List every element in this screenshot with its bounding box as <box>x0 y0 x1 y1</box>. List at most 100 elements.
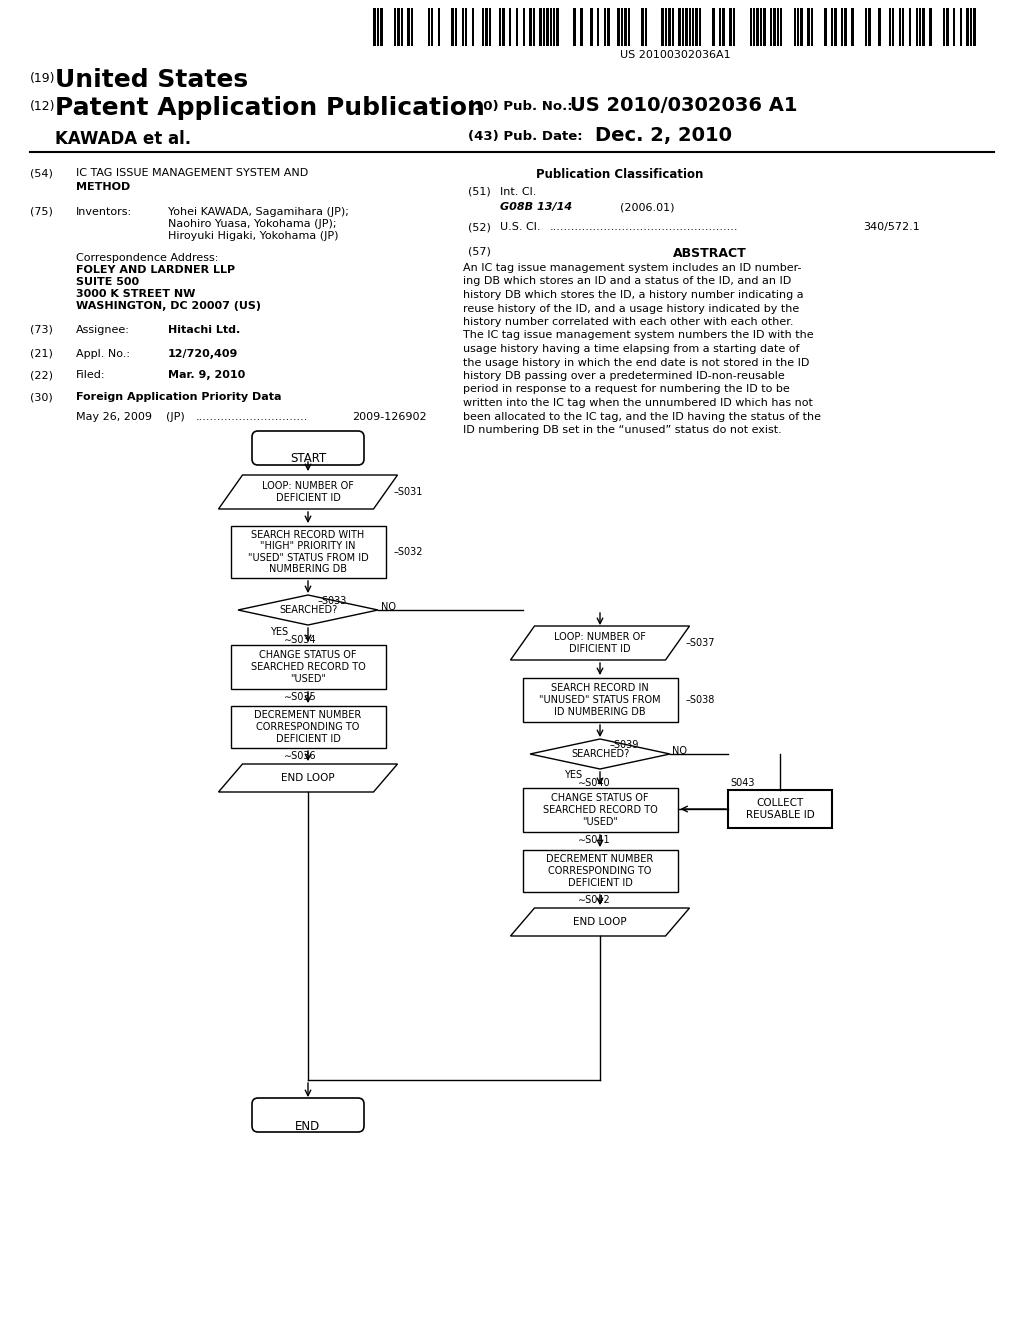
Text: (57): (57) <box>468 247 490 257</box>
Text: (30): (30) <box>30 392 53 403</box>
Bar <box>374 8 376 46</box>
Text: history number correlated with each other with each other.: history number correlated with each othe… <box>463 317 794 327</box>
Bar <box>230 706 385 748</box>
Bar <box>698 8 701 46</box>
Bar <box>522 850 678 892</box>
Bar <box>841 8 844 46</box>
Bar <box>408 8 410 46</box>
Bar <box>662 8 664 46</box>
Text: FOLEY AND LARDNER LLP: FOLEY AND LARDNER LLP <box>76 265 236 275</box>
Bar <box>553 8 555 46</box>
Bar <box>770 8 772 46</box>
Bar <box>946 8 948 46</box>
Text: the usage history in which the end date is not stored in the ID: the usage history in which the end date … <box>463 358 809 367</box>
Text: been allocated to the IC tag, and the ID having the status of the: been allocated to the IC tag, and the ID… <box>463 412 821 421</box>
Text: WASHINGTON, DC 20007 (US): WASHINGTON, DC 20007 (US) <box>76 301 261 312</box>
Bar <box>729 8 732 46</box>
Text: Int. Cl.: Int. Cl. <box>500 187 537 197</box>
Bar <box>665 8 668 46</box>
Bar <box>522 8 525 46</box>
Text: US 20100302036A1: US 20100302036A1 <box>620 50 730 59</box>
Text: ing DB which stores an ID and a status of the ID, and an ID: ing DB which stores an ID and a status o… <box>463 276 792 286</box>
Text: (43) Pub. Date:: (43) Pub. Date: <box>468 129 583 143</box>
Bar <box>763 8 766 46</box>
Bar <box>546 8 549 46</box>
Text: SEARCHED?: SEARCHED? <box>570 748 629 759</box>
FancyBboxPatch shape <box>252 432 364 465</box>
Text: CHANGE STATUS OF
SEARCHED RECORD TO
"USED": CHANGE STATUS OF SEARCHED RECORD TO "USE… <box>251 651 366 684</box>
Bar <box>807 8 810 46</box>
Text: 3000 K STREET NW: 3000 K STREET NW <box>76 289 196 300</box>
Bar <box>892 8 894 46</box>
Bar <box>973 8 976 46</box>
Text: Hiroyuki Higaki, Yokohama (JP): Hiroyuki Higaki, Yokohama (JP) <box>168 231 339 242</box>
Text: –S032: –S032 <box>393 546 423 557</box>
Text: ID numbering DB set in the “unused” status do not exist.: ID numbering DB set in the “unused” stat… <box>463 425 781 436</box>
Bar <box>499 8 501 46</box>
Text: DECREMENT NUMBER
CORRESPONDING TO
DEFICIENT ID: DECREMENT NUMBER CORRESPONDING TO DEFICI… <box>254 710 361 743</box>
Text: Yohei KAWADA, Sagamihara (JP);: Yohei KAWADA, Sagamihara (JP); <box>168 207 349 216</box>
Text: NO: NO <box>381 602 396 612</box>
Bar <box>879 8 881 46</box>
Bar <box>428 8 430 46</box>
Text: Assignee:: Assignee: <box>76 325 130 335</box>
Text: (10) Pub. No.:: (10) Pub. No.: <box>468 100 572 114</box>
Bar <box>899 8 901 46</box>
Text: LOOP: NUMBER OF
DIFICIENT ID: LOOP: NUMBER OF DIFICIENT ID <box>554 632 646 653</box>
Bar <box>641 8 643 46</box>
Bar <box>393 8 396 46</box>
Text: END LOOP: END LOOP <box>282 774 335 783</box>
Text: ∼S034: ∼S034 <box>284 635 316 645</box>
Bar <box>732 8 735 46</box>
Text: usage history having a time elapsing from a starting date of: usage history having a time elapsing fro… <box>463 345 800 354</box>
Text: NO: NO <box>672 746 687 756</box>
Bar <box>556 8 559 46</box>
Text: (52): (52) <box>468 222 490 232</box>
Text: Correspondence Address:: Correspondence Address: <box>76 253 218 263</box>
Text: (12): (12) <box>30 100 55 114</box>
Bar <box>465 8 467 46</box>
Bar <box>713 8 715 46</box>
Bar <box>692 8 694 46</box>
Text: METHOD: METHOD <box>76 182 130 191</box>
Bar <box>943 8 945 46</box>
Text: ∼S042: ∼S042 <box>578 895 610 906</box>
Bar <box>750 8 752 46</box>
Bar <box>644 8 647 46</box>
Bar <box>488 8 492 46</box>
Bar <box>923 8 925 46</box>
Bar <box>919 8 922 46</box>
Text: history DB which stores the ID, a history number indicating a: history DB which stores the ID, a histor… <box>463 290 804 300</box>
Text: 340/572.1: 340/572.1 <box>863 222 920 232</box>
Text: ABSTRACT: ABSTRACT <box>673 247 746 260</box>
Text: (JP): (JP) <box>166 412 184 422</box>
Bar <box>550 8 552 46</box>
Bar <box>760 8 762 46</box>
Text: (51): (51) <box>468 187 490 197</box>
Text: COLLECT
REUSABLE ID: COLLECT REUSABLE ID <box>745 799 814 820</box>
Polygon shape <box>218 764 397 792</box>
Text: –S038: –S038 <box>685 696 715 705</box>
Bar <box>776 8 779 46</box>
Bar <box>540 8 542 46</box>
Text: LOOP: NUMBER OF
DEFICIENT ID: LOOP: NUMBER OF DEFICIENT ID <box>262 482 354 503</box>
Bar <box>902 8 904 46</box>
Bar <box>929 8 932 46</box>
Bar <box>723 8 725 46</box>
Bar <box>607 8 609 46</box>
Text: history DB passing over a predetermined ID-non-reusable: history DB passing over a predetermined … <box>463 371 784 381</box>
Text: U.S. Cl.: U.S. Cl. <box>500 222 541 232</box>
Bar <box>590 8 593 46</box>
Text: (73): (73) <box>30 325 53 335</box>
Text: END: END <box>295 1119 321 1133</box>
Text: S043: S043 <box>730 777 755 788</box>
Bar <box>462 8 464 46</box>
Bar <box>811 8 813 46</box>
Bar <box>797 8 800 46</box>
Bar <box>509 8 511 46</box>
Bar <box>529 8 531 46</box>
Bar <box>835 8 837 46</box>
Bar <box>543 8 545 46</box>
Bar <box>719 8 722 46</box>
Text: –S031: –S031 <box>393 487 423 498</box>
